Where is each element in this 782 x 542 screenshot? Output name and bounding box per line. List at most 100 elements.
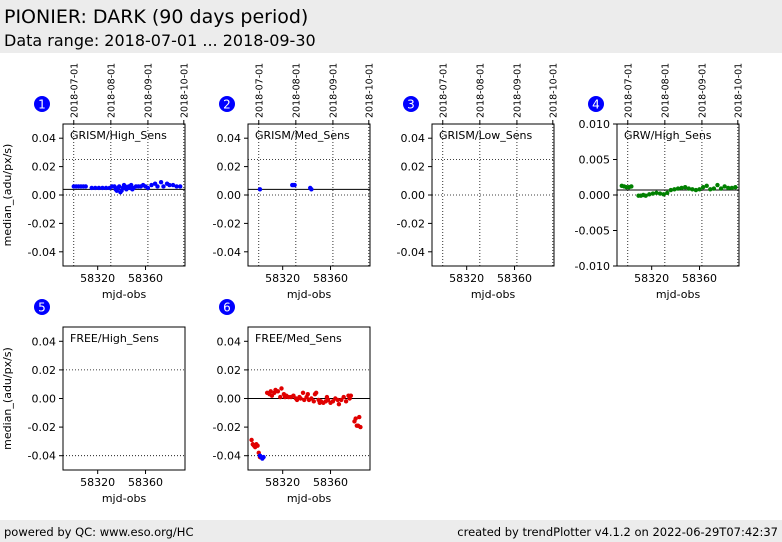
data-point	[96, 185, 102, 191]
panel-label: GRISM/Med_Sens	[255, 129, 350, 142]
data-point	[158, 180, 164, 185]
data-point	[348, 393, 354, 398]
badge-circle	[219, 299, 235, 315]
data-point	[261, 454, 266, 460]
footer-created: created by trendPlotter v4.1.2 on 2022-0…	[457, 525, 778, 539]
date-tick-label: 2018-08-01	[660, 63, 671, 118]
data-point	[161, 184, 166, 189]
series-green	[619, 182, 738, 198]
data-point	[718, 186, 724, 191]
data-point	[686, 186, 691, 191]
data-point	[278, 394, 283, 400]
data-point	[343, 399, 349, 404]
y-tick-label: -0.02	[397, 217, 425, 230]
data-point	[305, 392, 310, 397]
panel-number-badge: 4	[588, 96, 604, 112]
data-point	[708, 187, 713, 192]
badge-circle	[34, 96, 50, 112]
panel-number-badge: 3	[403, 96, 419, 112]
x-tick-label: 58320	[80, 272, 115, 285]
data-point	[629, 184, 634, 189]
panel-5: 5 0.04 0.02 0.00 -0.02 -0.04 58320 58360 mjd-obs…	[1, 299, 186, 505]
x-tick-label: 58360	[313, 476, 348, 489]
y-tick-label: -0.02	[213, 217, 241, 230]
data-point	[100, 185, 105, 191]
panel-number-badge: 6	[219, 299, 235, 315]
data-point	[711, 186, 717, 191]
date-tick-label: 2018-07-01	[623, 63, 634, 118]
x-tick-label: 58320	[265, 272, 300, 285]
y-tick-label: 0.00	[32, 393, 57, 406]
date-tick-label: 2018-10-01	[733, 63, 744, 118]
data-point	[89, 185, 94, 191]
data-point	[668, 187, 674, 193]
data-point	[174, 184, 179, 189]
data-point	[149, 182, 154, 188]
data-point	[117, 184, 122, 189]
y-tick-label: -0.02	[213, 421, 241, 434]
y-tick-label: 0.00	[401, 189, 426, 202]
data-point	[313, 390, 319, 395]
y-tick-label: -0.005	[575, 225, 610, 238]
date-tick-label: 2018-07-01	[438, 63, 449, 118]
x-tick-label: 58360	[313, 272, 348, 285]
data-point	[358, 424, 363, 430]
data-point	[170, 182, 176, 188]
data-point	[275, 389, 281, 394]
data-point	[341, 394, 346, 400]
x-axis-label: mjd-obs	[287, 492, 332, 505]
x-axis-label: mjd-obs	[656, 288, 701, 301]
y-tick-label: -0.04	[28, 246, 56, 259]
data-point	[268, 389, 273, 394]
y-tick-label: -0.010	[575, 260, 610, 273]
y-tick-label: 0.04	[401, 132, 426, 145]
panel-4: 4 2018-07-01 2018-08-01 2018-09-01 2018-10-0…	[575, 63, 745, 301]
data-point	[103, 185, 109, 191]
y-tick-label: -0.04	[28, 450, 56, 463]
data-point	[672, 187, 677, 192]
y-tick-label: -0.02	[28, 217, 56, 230]
y-tick-label: 0.02	[32, 364, 57, 377]
x-axis-label: mjd-obs	[102, 288, 147, 301]
series-red	[249, 386, 363, 460]
badge-circle	[588, 96, 604, 112]
data-point	[336, 402, 342, 407]
panel-label: GRISM/Low_Sens	[439, 129, 532, 142]
badge-circle	[219, 96, 235, 112]
data-point	[255, 443, 260, 448]
data-point	[300, 390, 306, 395]
data-point	[335, 397, 340, 403]
date-tick-label: 2018-08-01	[291, 63, 302, 118]
series-blue	[71, 180, 183, 195]
data-point	[279, 386, 284, 391]
y-tick-label: 0.02	[32, 161, 57, 174]
panel-6: 6 0.04 0.02 0.00 -0.02 -0.04 58320 58360 mjd-obs…	[213, 299, 371, 505]
report-footer: powered by QC: www.eso.org/HC created by…	[0, 520, 782, 542]
y-tick-label: -0.02	[28, 421, 56, 434]
data-point	[145, 185, 151, 191]
data-point	[155, 184, 160, 189]
date-tick-label: 2018-09-01	[143, 63, 154, 118]
date-tick-label: 2018-10-01	[364, 63, 375, 118]
data-point	[679, 185, 684, 191]
data-point	[654, 190, 659, 196]
y-tick-label: 0.005	[579, 154, 611, 167]
panel-2: 2 2018-07-01 2018-08-01 2018-09-01 2018-10-0…	[213, 63, 376, 301]
data-point	[167, 182, 172, 188]
x-tick-label: 58360	[128, 476, 163, 489]
panel-1: 1 2018-07-01 2018-08-01 2018-09-01 2018-10-0…	[1, 63, 190, 301]
x-tick-label: 58360	[682, 272, 717, 285]
data-point	[647, 192, 652, 197]
data-point	[693, 187, 699, 193]
x-tick-label: 58320	[80, 476, 115, 489]
x-tick-label: 58320	[634, 272, 669, 285]
data-point	[657, 191, 663, 196]
data-point	[257, 187, 263, 192]
data-point	[682, 184, 688, 190]
data-point	[722, 184, 727, 189]
date-tick-label: 2018-08-01	[475, 63, 486, 118]
date-tick-label: 2018-09-01	[328, 63, 339, 118]
data-point	[292, 182, 297, 188]
y-tick-label: -0.04	[213, 450, 241, 463]
badge-circle	[403, 96, 419, 112]
